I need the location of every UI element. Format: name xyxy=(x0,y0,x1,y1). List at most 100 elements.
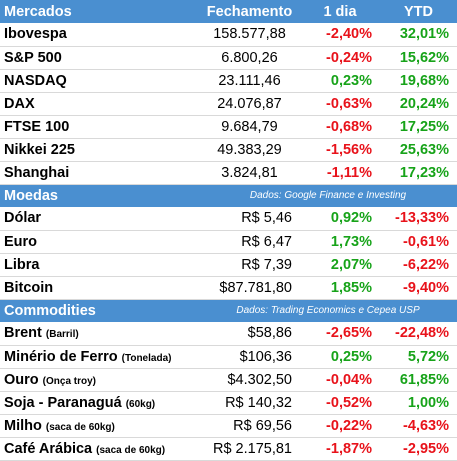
section-title-mercados: Mercados xyxy=(0,0,199,23)
row-ytd-change: -22,48% xyxy=(380,322,457,346)
row-close-value: 6.800,26 xyxy=(199,46,300,70)
row-close-value: 158.577,88 xyxy=(199,23,300,47)
row-name-label: Nikkei 225 xyxy=(4,141,75,158)
row-ytd-change: -9,40% xyxy=(380,276,457,300)
row-close-value: R$ 6,47 xyxy=(199,230,300,254)
row-close-value: 24.076,87 xyxy=(199,92,300,116)
row-ytd-change: 17,25% xyxy=(380,115,457,139)
row-close-value: R$ 69,56 xyxy=(199,414,300,438)
source-note-moedas: Dados: Google Finance e Investing xyxy=(199,184,457,207)
row-day-change: -0,52% xyxy=(300,391,380,415)
table-row: Ibovespa 158.577,88 -2,40% 32,01% xyxy=(0,23,457,47)
row-ytd-change: 25,63% xyxy=(380,138,457,162)
moedas-rows: Dólar R$ 5,46 0,92% -13,33% Euro R$ 6,47 1,73%… xyxy=(0,207,457,300)
row-day-change: -2,40% xyxy=(300,23,380,47)
row-ytd-change: 32,01% xyxy=(380,23,457,47)
row-ytd-change: -6,22% xyxy=(380,253,457,277)
section-title-commodities: Commodities xyxy=(0,299,199,322)
table-row: Libra R$ 7,39 2,07% -6,22% xyxy=(0,253,457,277)
row-close-value: 3.824,81 xyxy=(199,161,300,185)
row-ytd-change: 1,00% xyxy=(380,391,457,415)
row-day-change: -0,68% xyxy=(300,115,380,139)
header-moedas: Moedas Dados: Google Finance e Investing xyxy=(0,184,457,207)
row-day-change: 0,92% xyxy=(300,207,380,231)
row-unit: (Onça troy) xyxy=(42,375,97,387)
source-note-commodities: Dados: Trading Economics e Cepea USP xyxy=(199,299,457,322)
column-header-ytd: YTD xyxy=(380,0,457,23)
row-close-value: R$ 7,39 xyxy=(199,253,300,277)
row-ytd-change: 20,24% xyxy=(380,92,457,116)
column-header-close: Fechamento xyxy=(199,0,300,23)
table-row: NASDAQ 23.111,46 0,23% 19,68% xyxy=(0,69,457,93)
mercados-rows: Ibovespa 158.577,88 -2,40% 32,01% S&P 500 6.8… xyxy=(0,23,457,185)
row-unit: (Barril) xyxy=(45,329,79,341)
header-commodities: Commodities Dados: Trading Economics e C… xyxy=(0,299,457,322)
table-row: Ouro (Onça troy) $4.302,50 -0,04% 61,85% xyxy=(0,368,457,392)
row-ytd-change: 19,68% xyxy=(380,69,457,93)
row-name-label: Dólar xyxy=(4,210,42,227)
row-name-label: Libra xyxy=(4,256,40,273)
table-row: Brent (Barril) $58,86 -2,65% -22,48% xyxy=(0,322,457,346)
row-close-value: R$ 140,32 xyxy=(199,391,300,415)
table-row: Bitcoin $87.781,80 1,85% -9,40% xyxy=(0,276,457,300)
row-name: Ibovespa xyxy=(0,23,199,47)
row-day-change: -2,65% xyxy=(300,322,380,346)
row-name: FTSE 100 xyxy=(0,115,199,139)
column-header-day: 1 dia xyxy=(300,0,380,23)
row-ytd-change: 5,72% xyxy=(380,345,457,369)
row-name-label: FTSE 100 xyxy=(4,118,70,135)
table-row: Nikkei 225 49.383,29 -1,56% 25,63% xyxy=(0,138,457,162)
table-row: Soja - Paranaguá (60kg) R$ 140,32 -0,52% 1,… xyxy=(0,391,457,415)
row-name-label: NASDAQ xyxy=(4,72,67,89)
row-ytd-change: -0,61% xyxy=(380,230,457,254)
row-name-label: Euro xyxy=(4,233,38,250)
row-name-label: Ibovespa xyxy=(4,26,67,43)
row-ytd-change: -2,95% xyxy=(380,437,457,461)
table-row: DAX 24.076,87 -0,63% 20,24% xyxy=(0,92,457,116)
row-day-change: -1,11% xyxy=(300,161,380,185)
row-name: Brent (Barril) xyxy=(0,322,199,346)
row-name: Milho (saca de 60kg) xyxy=(0,414,199,438)
row-day-change: 1,85% xyxy=(300,276,380,300)
row-close-value: R$ 2.175,81 xyxy=(199,437,300,461)
row-name: NASDAQ xyxy=(0,69,199,93)
row-name: Shanghai xyxy=(0,161,199,185)
row-close-value: $87.781,80 xyxy=(199,276,300,300)
row-close-value: $106,36 xyxy=(199,345,300,369)
table-row: Minério de Ferro (Tonelada) $106,36 0,25% 5… xyxy=(0,345,457,369)
row-close-value: R$ 5,46 xyxy=(199,207,300,231)
table-row: Milho (saca de 60kg) R$ 69,56 -0,22% -4,63% xyxy=(0,414,457,438)
row-ytd-change: 15,62% xyxy=(380,46,457,70)
row-ytd-change: 17,23% xyxy=(380,161,457,185)
row-day-change: -1,56% xyxy=(300,138,380,162)
row-unit: (60kg) xyxy=(125,398,156,410)
section-title-moedas: Moedas xyxy=(0,184,199,207)
table-row: Euro R$ 6,47 1,73% -0,61% xyxy=(0,230,457,254)
row-name: Café Arábica (saca de 60kg) xyxy=(0,437,199,461)
row-name-label: Bitcoin xyxy=(4,279,54,296)
row-name-label: Ouro xyxy=(4,371,39,388)
row-day-change: 2,07% xyxy=(300,253,380,277)
row-ytd-change: -4,63% xyxy=(380,414,457,438)
table-row: FTSE 100 9.684,79 -0,68% 17,25% xyxy=(0,115,457,139)
row-name-label: DAX xyxy=(4,95,35,112)
row-day-change: -0,22% xyxy=(300,414,380,438)
row-close-value: $58,86 xyxy=(199,322,300,346)
row-close-value: 9.684,79 xyxy=(199,115,300,139)
row-day-change: 1,73% xyxy=(300,230,380,254)
commodities-rows: Brent (Barril) $58,86 -2,65% -22,48% Minério… xyxy=(0,322,457,461)
row-name-label: Brent xyxy=(4,325,42,342)
table-row: Café Arábica (saca de 60kg) R$ 2.175,81 -1… xyxy=(0,437,457,461)
row-day-change: -1,87% xyxy=(300,437,380,461)
header-mercados: Mercados Fechamento 1 dia YTD xyxy=(0,0,457,23)
row-close-value: $4.302,50 xyxy=(199,368,300,392)
row-unit: (saca de 60kg) xyxy=(45,421,115,433)
row-name: S&P 500 xyxy=(0,46,199,70)
row-name: Soja - Paranaguá (60kg) xyxy=(0,391,199,415)
row-name: Bitcoin xyxy=(0,276,199,300)
row-name: Dólar xyxy=(0,207,199,231)
table-row: Dólar R$ 5,46 0,92% -13,33% xyxy=(0,207,457,231)
row-name-label: Milho xyxy=(4,417,42,434)
row-close-value: 23.111,46 xyxy=(199,69,300,93)
